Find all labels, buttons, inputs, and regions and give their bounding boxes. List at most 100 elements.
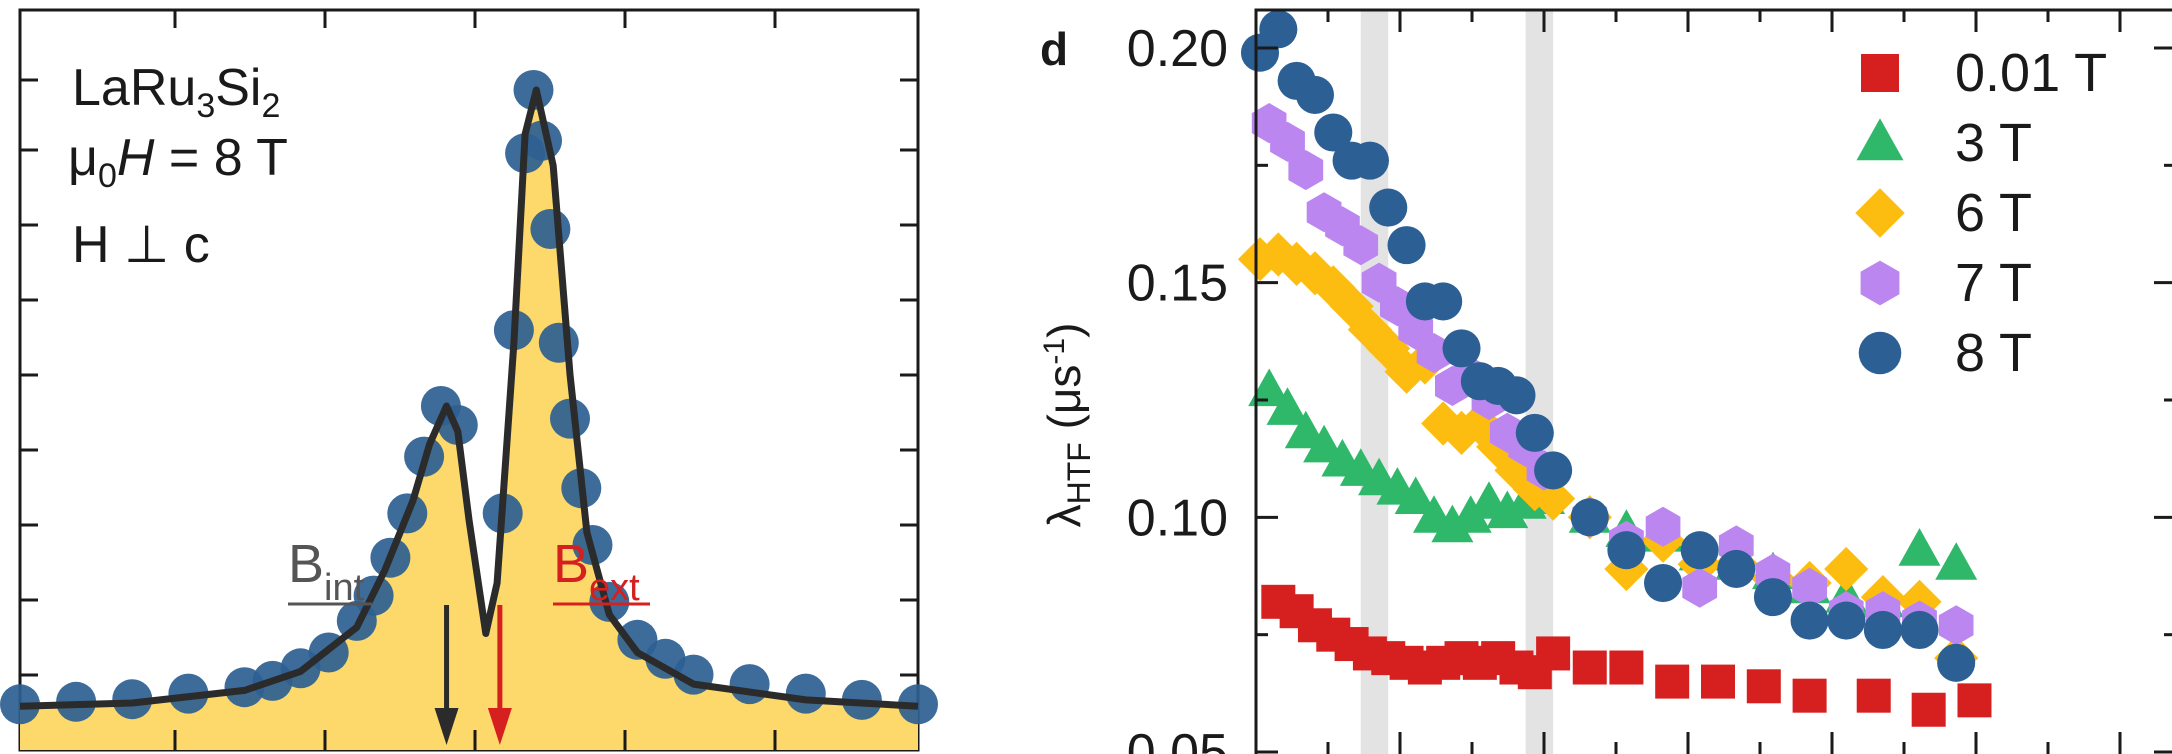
data-point-triangle bbox=[1898, 528, 1941, 566]
field-data-point bbox=[729, 664, 770, 705]
data-point-hexagon bbox=[1416, 333, 1452, 374]
data-point-hexagon bbox=[1343, 225, 1379, 266]
data-point-circle bbox=[1387, 226, 1426, 265]
right-y-tick-labels: 0.05 0.10 0.15 0.20 bbox=[1127, 20, 1228, 754]
left-arrows bbox=[434, 605, 512, 745]
y-tick-label: 0.05 bbox=[1127, 724, 1228, 754]
left-fit-curve bbox=[19, 86, 919, 710]
legend-label: 7 T bbox=[1955, 253, 2032, 313]
data-point-circle bbox=[1717, 549, 1756, 589]
data-point-circle bbox=[1863, 610, 1902, 650]
left-data-points bbox=[0, 70, 938, 725]
bext-label: Bext bbox=[553, 534, 640, 609]
data-point-square bbox=[1856, 678, 1891, 713]
legend-item: 0.01 T bbox=[1861, 43, 2107, 103]
fit-curve-line bbox=[19, 86, 919, 710]
highlight-band bbox=[1525, 10, 1554, 754]
left-panel: LaRu3Si2 μ0H = 8 T H ⊥ c Bint Bext bbox=[0, 8, 938, 752]
legend-item: 7 T bbox=[1860, 253, 2032, 313]
data-point-diamond bbox=[1366, 326, 1411, 371]
data-point-hexagon bbox=[1645, 506, 1681, 547]
data-point-hexagon bbox=[1270, 121, 1305, 162]
highlight-bands bbox=[1360, 10, 1554, 754]
data-point-circle bbox=[1424, 282, 1463, 321]
data-point-square bbox=[1536, 636, 1571, 671]
sample-label: LaRu3Si2 bbox=[72, 59, 280, 125]
data-point-square bbox=[1701, 664, 1735, 699]
field-data-point bbox=[785, 673, 826, 714]
legend-label: 0.01 T bbox=[1955, 43, 2107, 103]
data-point-circle bbox=[1607, 531, 1646, 570]
right-axis-ticks bbox=[1256, 10, 2172, 754]
data-point-square bbox=[1746, 669, 1781, 704]
legend-item: 3 T bbox=[1856, 113, 2032, 173]
data-point-diamond bbox=[1494, 448, 1539, 493]
legend-item: 6 T bbox=[1855, 183, 2032, 243]
data-point-circle bbox=[1295, 75, 1334, 114]
left-axis-ticks bbox=[20, 10, 918, 750]
data-point-circle bbox=[1937, 643, 1976, 682]
data-point-circle bbox=[1827, 601, 1866, 640]
data-point-circle bbox=[1497, 376, 1536, 415]
data-point-diamond bbox=[1824, 546, 1869, 592]
y-tick-label: 0.10 bbox=[1127, 489, 1228, 547]
data-point-hexagon bbox=[1682, 567, 1718, 608]
field-distribution-fill bbox=[20, 90, 918, 750]
data-point-circle bbox=[1350, 141, 1389, 180]
panel-letter-d: d bbox=[1040, 23, 1068, 75]
legend-marker-hexagon bbox=[1860, 260, 1900, 306]
data-point-diamond bbox=[1292, 251, 1338, 296]
data-point-square bbox=[1792, 678, 1827, 713]
data-point-circle bbox=[1259, 10, 1298, 49]
data-point-square bbox=[1572, 650, 1607, 685]
data-point-square bbox=[1911, 692, 1946, 727]
field-data-point bbox=[538, 322, 579, 363]
data-point-square bbox=[1609, 650, 1644, 685]
y-tick-label: 0.20 bbox=[1127, 20, 1228, 78]
y-tick-label: 0.15 bbox=[1127, 255, 1228, 313]
data-point-circle bbox=[1644, 564, 1683, 603]
data-point-circle bbox=[1680, 531, 1719, 570]
bint-label: Bint bbox=[288, 534, 365, 609]
legend-marker-square bbox=[1861, 54, 1899, 92]
data-point-triangle bbox=[1935, 542, 1978, 580]
data-point-circle bbox=[1570, 498, 1609, 537]
legend-label: 3 T bbox=[1955, 113, 2032, 173]
series-circle bbox=[1240, 10, 1976, 682]
data-point-circle bbox=[1900, 610, 1939, 650]
right-data-points bbox=[1237, 10, 1992, 727]
field-data-point bbox=[112, 679, 153, 720]
series-triangle bbox=[1248, 368, 1978, 618]
series-square bbox=[1261, 584, 1992, 727]
data-point-triangle bbox=[1394, 476, 1437, 514]
legend: 0.01 T 3 T 6 T 7 T 8 T bbox=[1855, 43, 2107, 383]
field-data-point bbox=[550, 398, 590, 439]
data-point-diamond bbox=[1237, 237, 1283, 282]
field-label: μ0H = 8 T bbox=[68, 129, 288, 195]
data-point-hexagon bbox=[1792, 567, 1827, 608]
right-panel: d 0.05 0.10 0.15 0.20 λHTF (μs-1) 0.01 T 3 T… bbox=[1038, 8, 2172, 754]
legend-label: 8 T bbox=[1955, 323, 2032, 383]
legend-item: 8 T bbox=[1858, 323, 2032, 383]
legend-marker-diamond bbox=[1855, 188, 1905, 238]
data-point-hexagon bbox=[1288, 150, 1324, 191]
y-axis-label: λHTF (μs-1) bbox=[1038, 323, 1097, 528]
data-point-triangle bbox=[1248, 368, 1291, 407]
orientation-label: H ⊥ c bbox=[72, 216, 210, 274]
left-area-fill bbox=[20, 90, 918, 750]
data-point-circle bbox=[1534, 451, 1573, 490]
legend-label: 6 T bbox=[1955, 183, 2032, 243]
field-data-point bbox=[530, 209, 571, 249]
data-point-hexagon bbox=[1938, 605, 1974, 646]
legend-marker-triangle bbox=[1856, 118, 1904, 161]
data-point-diamond bbox=[1439, 410, 1484, 455]
data-point-square bbox=[1655, 664, 1690, 699]
data-point-circle bbox=[1442, 329, 1481, 368]
data-point-circle bbox=[1314, 113, 1353, 152]
data-point-circle bbox=[1369, 188, 1408, 227]
bint-arrow bbox=[434, 605, 459, 745]
right-plot-frame bbox=[1254, 8, 2172, 754]
data-point-circle bbox=[1515, 413, 1554, 452]
data-point-square bbox=[1957, 683, 1992, 718]
